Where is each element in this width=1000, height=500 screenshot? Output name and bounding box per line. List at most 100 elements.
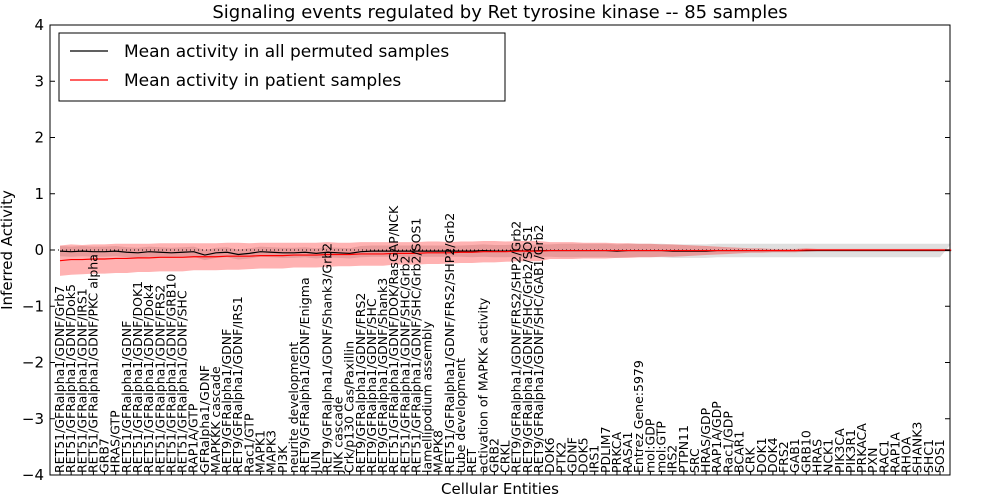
- x-tick-label: RET51/GFRalpha1/GDNF/SHC: [175, 290, 190, 473]
- x-tick-label: NCK1: [821, 439, 836, 473]
- x-tick-label: RET51/GFRalpha1/GDNF/FRS2: [152, 285, 167, 473]
- x-tick-label: PXN: [865, 448, 880, 473]
- y-tick-label: −2: [22, 354, 44, 372]
- x-tick-label: RET51/GFRalpha1/GDNF/Dok5: [63, 284, 78, 473]
- x-tick-label: RET9/GFRalpha1/GDNF/SHC/Grb2/SOS1: [520, 226, 535, 473]
- x-tick-label: DOK6: [542, 437, 557, 473]
- x-tick-label: RET9/GFRalpha1/GDNF/Enigma: [297, 277, 312, 473]
- x-tick-label: Entrez Gene:5979: [631, 360, 646, 473]
- x-tick-labels: RET51/GFRalpha1/GDNF/Grb7RET51/GFRalpha1…: [52, 205, 947, 475]
- y-tick-label: −1: [22, 297, 44, 315]
- x-tick-label: GFRalpha1/GDNF: [197, 365, 212, 473]
- x-tick-label: HRAS/GDP: [698, 407, 713, 473]
- x-tick-label: RET9/GFRalpha1/GDNF: [219, 329, 234, 473]
- x-tick-label: RET9/GFRalpha1/GDNF/Shank3: [375, 278, 390, 473]
- x-tick-label: DOK4: [765, 437, 780, 473]
- series-line-1: [59, 249, 952, 262]
- x-tick-label: GRB10: [798, 430, 813, 473]
- x-tick-label: BCAR1: [731, 431, 746, 473]
- x-tick-label: activation of MAPKK activity: [475, 297, 490, 473]
- x-tick-label: RHOA: [899, 436, 914, 473]
- x-tick-label: IRS1: [587, 445, 602, 473]
- x-tick-label: MAPK3: [264, 430, 279, 473]
- y-tick-label: 4: [34, 16, 44, 34]
- x-tick-label: IRS2: [665, 445, 680, 473]
- x-tick-label: MAPKKK cascade: [208, 366, 223, 473]
- x-tick-label: SHANK3: [910, 422, 925, 473]
- x-tick-label: DOK5: [576, 437, 591, 473]
- x-tick-label: DOK1: [754, 437, 769, 473]
- y-tick-label: 0: [34, 241, 44, 259]
- x-tick-label: RAP1A/GDP: [709, 401, 724, 473]
- legend-entry-permuted: Mean activity in all permuted samples: [124, 42, 449, 62]
- x-tick-label: CRKL: [498, 440, 513, 473]
- y-tick-labels: −4 −3 −2 −1 0 1 2 3 4: [22, 16, 950, 484]
- chart-title: Signaling events regulated by Ret tyrosi…: [212, 2, 787, 23]
- x-tick-label: RET51/GFRalpha1/GDNF/DOK/RasGAP/NCK: [386, 205, 401, 473]
- x-tick-label: Rac1/GTP: [241, 413, 256, 473]
- series-lines: [59, 249, 952, 262]
- y-tick-label: −3: [22, 410, 44, 428]
- y-tick-label: 3: [34, 72, 44, 90]
- y-tick-label: 2: [34, 129, 44, 147]
- x-tick-label: PIK3R1: [843, 429, 858, 473]
- x-tick-label: RET9/GFRalpha1/GDNF/FRS2: [353, 293, 368, 473]
- x-tick-label: GAB1: [787, 438, 802, 473]
- x-tick-label: JNK cascade: [330, 396, 345, 474]
- x-tick-label: RET51/GFRalpha1/GDNF/Dok4: [141, 284, 156, 473]
- x-tick-label: PIK3CA: [832, 428, 847, 473]
- x-tick-label: RET9/GFRalpha1/GDNF/FRS2/SHP2/Grb2: [509, 221, 524, 473]
- x-tick-label: GRB2: [486, 438, 501, 473]
- x-tick-label: SRC: [687, 448, 702, 473]
- x-tick-label: RET51/GFRalpha1/GDNF: [119, 321, 134, 473]
- x-tick-label: RASA1: [620, 432, 635, 473]
- x-tick-label: RAC1: [876, 440, 891, 473]
- y-tick-label: −4: [22, 466, 44, 484]
- x-tick-label: PTPN11: [676, 425, 691, 473]
- x-tick-label: RET51/GFRalpha1/GDNF/SHC/Grb2: [397, 256, 412, 474]
- x-tick-label: RET51/GFRalpha1/GDNF/IRS1: [74, 288, 89, 473]
- x-tick-label: lamellipodium assembly: [420, 321, 435, 473]
- x-tick-label: PDLIM7: [598, 426, 613, 473]
- x-tick-label: GDNF: [564, 437, 579, 473]
- x-tick-label: RAP1A/GTP: [186, 403, 201, 473]
- y-tick-label: 1: [34, 185, 44, 203]
- x-tick-label: HRAS: [809, 439, 824, 473]
- x-tick-label: RET51/GFRalpha1/GDNF/FRS2/SHP2/Grb2: [442, 213, 457, 473]
- x-tick-label: RET51/GFRalpha1/GDNF/Grb7: [52, 286, 67, 473]
- x-tick-label: PI3K: [275, 445, 290, 473]
- x-tick-label: RET51/GFRalpha1/GDNF/PKC alpha: [85, 254, 100, 473]
- x-tick-label: RET9/GFRalpha1/GDNF/SHC: [364, 298, 379, 473]
- x-tick-label: Rac1/GDP: [720, 411, 735, 473]
- x-tick-label: mol:GTP: [654, 421, 669, 473]
- x-tick-label: JUN: [308, 451, 323, 474]
- y-axis-label: Inferred Activity: [0, 190, 16, 310]
- x-tick-label: RET51/GFRalpha1/GDNF/DOK1: [130, 281, 145, 473]
- x-tick-label: PRKCA: [609, 432, 624, 473]
- x-axis-label: Cellular Entities: [441, 480, 559, 498]
- legend: Mean activity in all permuted samples Me…: [58, 32, 506, 102]
- x-tick-label: RET9/GFRalpha1/GDNF/IRS1: [230, 296, 245, 473]
- x-tick-label: MAPK8: [431, 430, 446, 473]
- x-tick-label: PRKACA: [854, 423, 869, 473]
- x-tick-label: FRS2: [776, 441, 791, 473]
- x-tick-label: MAPK1: [253, 430, 268, 473]
- x-tick-label: PTK2: [553, 442, 568, 473]
- x-tick-label: neurite development: [286, 342, 301, 473]
- legend-box: [58, 32, 506, 102]
- x-tick-label: RAP1A: [887, 432, 902, 473]
- x-tick-label: RET9/GFRalpha1/GDNF/SHC/GAB1/Grb2: [531, 224, 546, 473]
- x-tick-label: tube development: [453, 358, 468, 473]
- x-tick-label: SOS1: [932, 439, 947, 473]
- x-tick-label: HRAS/GTP: [108, 410, 123, 473]
- x-tick-label: RET9/GFRalpha1/GDNF/Shank3/Grb2: [319, 243, 334, 473]
- x-tick-label: Crk/p130 Cas/Paxillin: [342, 341, 357, 473]
- x-tick-label: RET51/GFRalpha1/GDNF/SHC/Grb2/SOS1: [408, 218, 423, 473]
- x-tick-label: GRB7: [97, 438, 112, 473]
- x-tick-label: RET: [464, 448, 479, 473]
- legend-entry-patient: Mean activity in patient samples: [124, 71, 401, 91]
- x-tick-label: CRK: [743, 447, 758, 473]
- x-tick-label: mol:GDP: [642, 418, 657, 473]
- x-tick-label: RET51/GFRalpha1/GDNF/GRB10: [163, 274, 178, 473]
